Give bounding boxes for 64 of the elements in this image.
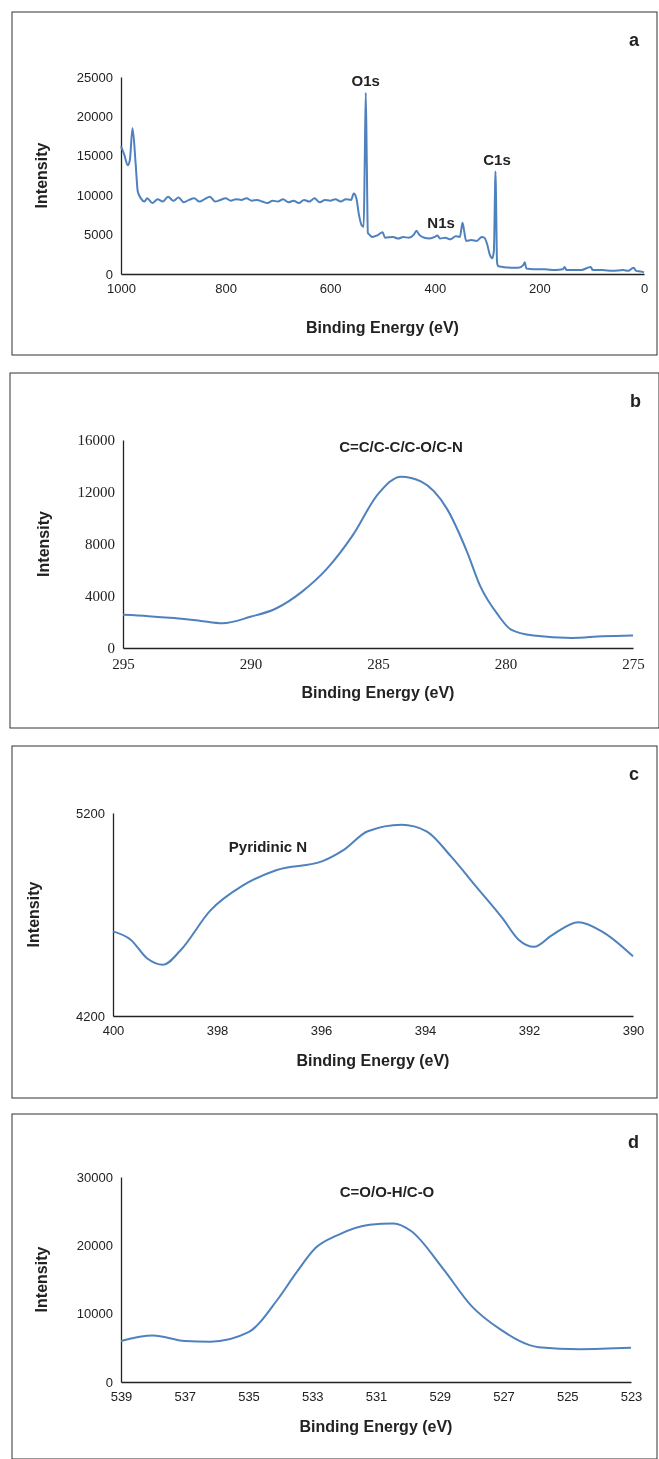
x-tick-label: 523: [620, 1389, 643, 1405]
x-tick-label: 537: [174, 1389, 197, 1405]
y-tick-label: 0: [105, 266, 113, 282]
y-tick-label: 16000: [77, 432, 115, 449]
x-tick-label: 285: [367, 655, 390, 672]
x-tick-label: 539: [110, 1389, 133, 1405]
x-tick-label: 535: [238, 1389, 260, 1405]
y-tick-label: 30000: [76, 1169, 113, 1185]
annotation: O1s: [351, 71, 380, 89]
annotation: C1s: [483, 150, 511, 168]
y-tick-label: 25000: [76, 69, 113, 85]
line-series: [112, 823, 634, 966]
x-tick-label: 400: [424, 281, 447, 297]
y-tick-label: 10000: [76, 187, 113, 203]
y-tick-label: 5000: [84, 227, 113, 243]
y-axis-title: Intensity: [35, 511, 52, 577]
x-tick-label: 800: [215, 281, 237, 297]
x-tick-label: 295: [112, 655, 135, 672]
y-tick-label: 8000: [85, 536, 115, 553]
x-tick-label: 400: [102, 1023, 125, 1039]
y-tick-label: 0: [105, 1374, 113, 1390]
x-tick-label: 398: [206, 1023, 229, 1039]
x-tick-label: 0: [640, 281, 649, 297]
x-axis-title: Binding Energy (eV): [306, 319, 459, 336]
x-axis-title: Binding Energy (eV): [299, 1418, 453, 1435]
y-axis-title: Intensity: [33, 142, 50, 209]
x-tick-label: 280: [494, 655, 518, 672]
x-tick-label: 392: [518, 1023, 541, 1039]
line-series: [120, 1222, 632, 1351]
text: d: [628, 1132, 639, 1152]
y-tick-label: 12000: [77, 484, 115, 501]
x-tick-label: 531: [365, 1389, 388, 1405]
x-tick-label: 525: [556, 1389, 579, 1405]
y-tick-label: 4000: [85, 588, 115, 605]
annotation: C=C/C-C/C-O/C-N: [339, 438, 463, 455]
y-tick-label: 15000: [76, 148, 113, 164]
x-tick-label: 200: [529, 281, 551, 297]
x-tick-label: 527: [493, 1389, 515, 1405]
y-tick-label: 5200: [76, 805, 105, 821]
x-axis-title: Binding Energy (eV): [296, 1052, 450, 1069]
x-tick-label: 396: [310, 1023, 333, 1039]
x-axis-title: Binding Energy (eV): [301, 684, 455, 701]
y-tick-label: 20000: [76, 109, 113, 125]
annotation: Pyridinic N: [228, 838, 308, 855]
x-tick-label: 390: [622, 1023, 645, 1039]
y-tick-label: 20000: [76, 1237, 113, 1253]
text: b: [630, 391, 641, 411]
x-tick-label: 1000: [107, 281, 136, 297]
annotation: N1s: [427, 213, 455, 231]
y-tick-label: 0: [107, 640, 115, 657]
y-tick-label: 4200: [76, 1008, 105, 1024]
x-tick-label: 275: [622, 655, 645, 672]
x-tick-label: 529: [429, 1389, 452, 1405]
x-tick-label: 394: [414, 1023, 437, 1039]
y-tick-label: 10000: [76, 1306, 113, 1322]
x-tick-label: 600: [319, 281, 342, 297]
annotation: C=O/O-H/C-O: [339, 1183, 435, 1200]
y-axis-title: Intensity: [25, 881, 42, 948]
line-series: [122, 475, 634, 639]
y-axis-title: Intensity: [33, 1246, 50, 1313]
x-tick-label: 290: [239, 655, 263, 672]
text: a: [628, 30, 640, 50]
x-tick-label: 533: [301, 1389, 324, 1405]
text: c: [628, 764, 639, 784]
